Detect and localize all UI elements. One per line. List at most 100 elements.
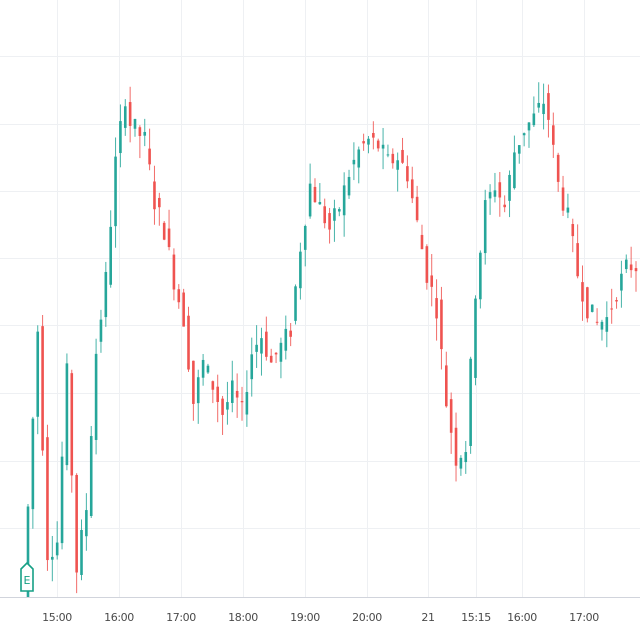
candle	[406, 155, 409, 189]
candle-body	[226, 402, 229, 410]
candle-body	[445, 365, 448, 407]
candle	[600, 319, 604, 341]
candle	[522, 132, 526, 147]
candle-body	[119, 121, 122, 154]
candle	[527, 122, 531, 148]
candle	[474, 295, 477, 386]
candle-body	[31, 418, 35, 510]
candle-body	[537, 102, 541, 108]
candle	[269, 348, 273, 363]
earnings-event-icon[interactable]	[20, 561, 34, 592]
candle-body	[133, 118, 137, 129]
candle-body	[260, 338, 263, 354]
candle-body	[605, 317, 609, 332]
candle-body	[294, 286, 297, 321]
candle	[70, 369, 74, 493]
candle	[235, 373, 239, 418]
candle	[284, 315, 288, 360]
candle-body	[36, 331, 40, 417]
candle-body	[420, 234, 424, 250]
candle	[367, 136, 370, 154]
candle	[566, 193, 570, 219]
x-tick-label: 18:00	[228, 611, 258, 624]
candle-body	[337, 209, 341, 212]
candle-body	[401, 149, 404, 163]
candle-body	[245, 392, 249, 415]
candle-body	[454, 427, 458, 466]
candle-body	[503, 204, 506, 208]
earnings-badge[interactable]: E	[20, 561, 34, 592]
candle	[503, 195, 506, 213]
candle	[162, 221, 166, 241]
candle	[376, 138, 380, 152]
candle	[542, 83, 545, 130]
candle	[148, 128, 151, 171]
candle-body	[415, 196, 419, 221]
candle	[308, 163, 312, 219]
candle-body	[60, 456, 64, 544]
candle-body	[235, 390, 239, 398]
candle-body	[396, 160, 399, 170]
candle-body	[313, 186, 317, 203]
candle	[454, 412, 458, 482]
candle	[60, 441, 64, 550]
candle	[430, 254, 434, 307]
candle-body	[104, 271, 108, 318]
candle-body	[148, 148, 151, 165]
candle	[46, 424, 49, 571]
candle-body	[128, 102, 132, 126]
candle-body	[51, 556, 54, 560]
candle	[410, 166, 414, 204]
candle-body	[440, 299, 443, 350]
candle-body	[488, 192, 492, 199]
candle-body	[230, 380, 234, 403]
candle	[381, 127, 385, 170]
candle-body	[610, 308, 613, 310]
candle	[391, 148, 395, 169]
candle-body	[99, 319, 103, 342]
candle-body	[55, 542, 59, 556]
candle-body	[386, 154, 390, 156]
candle-body	[192, 360, 195, 404]
candle	[260, 327, 263, 376]
candle	[401, 137, 404, 164]
candle-body	[167, 228, 171, 248]
candle	[513, 135, 516, 190]
candle	[255, 325, 258, 368]
candle	[435, 279, 438, 341]
candle	[65, 353, 69, 471]
candle	[634, 261, 638, 292]
candle-body	[221, 398, 224, 415]
candle	[532, 96, 536, 127]
candle-body	[196, 377, 200, 404]
candle-body	[620, 273, 623, 291]
candle-body	[94, 353, 98, 440]
candle-body	[624, 259, 628, 270]
candle-body	[153, 181, 156, 210]
candle-body	[552, 125, 555, 145]
candle	[425, 244, 429, 290]
candle	[109, 210, 112, 288]
candle-body	[498, 182, 502, 198]
candle	[615, 297, 618, 309]
candle	[99, 309, 103, 353]
candle	[561, 175, 565, 216]
candle	[469, 356, 472, 454]
candle	[620, 260, 623, 308]
candle	[590, 304, 594, 313]
candle	[245, 370, 249, 427]
candle-body	[318, 202, 322, 205]
candle	[279, 337, 283, 379]
candle-body	[581, 282, 584, 302]
candle-body	[430, 275, 434, 287]
candle	[362, 133, 365, 151]
candle-body	[547, 93, 550, 120]
candle	[216, 374, 219, 423]
candle	[196, 369, 200, 424]
candle-body	[362, 141, 365, 144]
candle-body	[527, 122, 531, 131]
candle	[337, 207, 341, 217]
candle-body	[381, 144, 385, 149]
